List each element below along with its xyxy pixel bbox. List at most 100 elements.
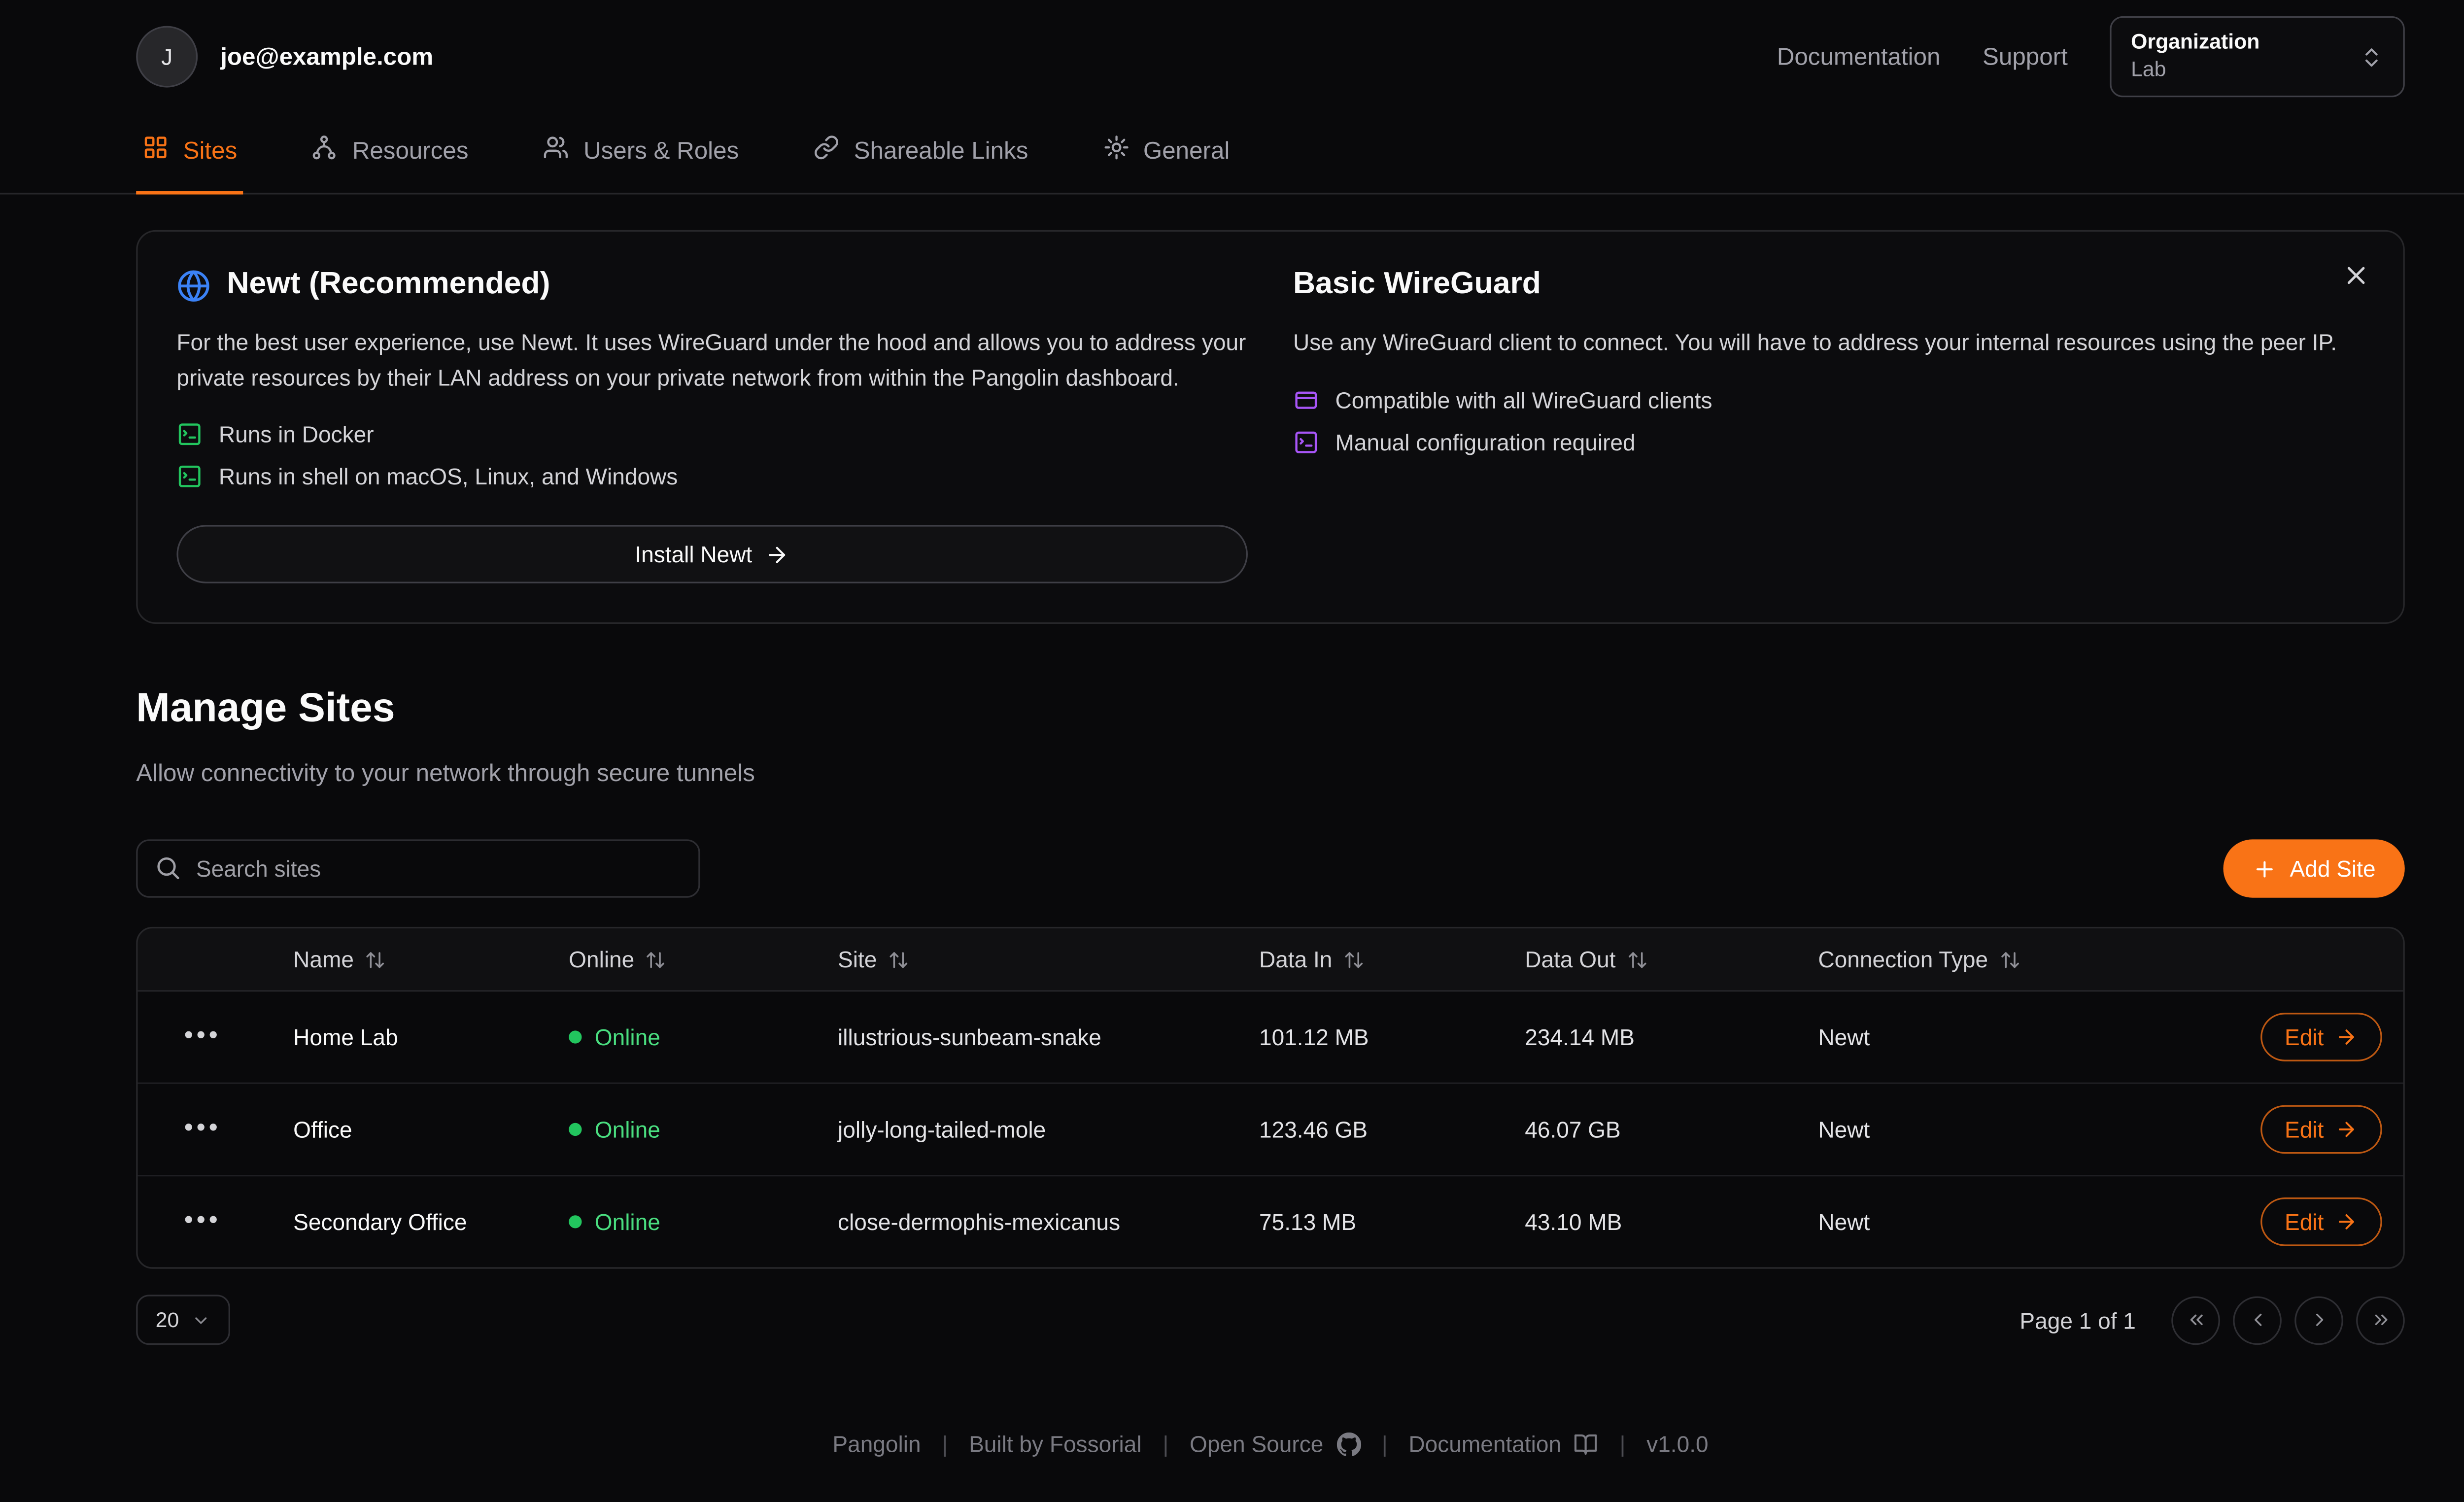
search-box	[136, 839, 700, 898]
org-selector-value: Lab	[2131, 57, 2166, 81]
resources-icon	[312, 135, 338, 167]
table-header-row: Name Online Site Data In Data Out	[137, 929, 2403, 992]
tab-resources[interactable]: Resources	[305, 113, 475, 194]
wireguard-panel: Basic WireGuard Use any WireGuard client…	[1293, 268, 2364, 584]
tab-shareable-links-label: Shareable Links	[854, 137, 1028, 165]
column-header-data-out[interactable]: Data Out	[1499, 947, 1792, 972]
arrow-right-icon	[765, 543, 789, 567]
terminal-icon	[1293, 429, 1319, 455]
tab-users-roles-label: Users & Roles	[583, 137, 739, 165]
site-status: Online	[543, 1117, 812, 1143]
last-page-button[interactable]	[2356, 1296, 2405, 1345]
terminal-icon	[176, 464, 203, 490]
footer-separator: |	[1619, 1431, 1626, 1457]
row-menu-icon[interactable]: •••	[171, 1016, 234, 1058]
globe-icon	[176, 268, 210, 302]
footer-documentation-label: Documentation	[1408, 1431, 1562, 1457]
row-menu-icon[interactable]: •••	[171, 1109, 234, 1151]
chevron-down-icon	[192, 1310, 211, 1330]
online-status-label: Online	[594, 1024, 660, 1051]
site-data-in: 123.46 GB	[1259, 1117, 1368, 1143]
main-content: Newt (Recommended) For the best user exp…	[0, 195, 2464, 1345]
close-icon[interactable]	[2335, 254, 2377, 296]
site-name: Secondary Office	[293, 1209, 467, 1235]
site-slug: close-dermophis-mexicanus	[838, 1209, 1121, 1235]
footer-separator: |	[942, 1431, 948, 1457]
wireguard-feature-label: Compatible with all WireGuard clients	[1335, 386, 1712, 413]
previous-page-button[interactable]	[2233, 1296, 2282, 1345]
sites-toolbar: Add Site	[136, 839, 2405, 898]
avatar[interactable]: J	[136, 26, 198, 88]
first-page-button[interactable]	[2171, 1296, 2220, 1345]
link-icon	[813, 135, 839, 167]
user-email: joe@example.com	[220, 43, 434, 71]
wireguard-feature-label: Manual configuration required	[1335, 429, 1636, 455]
search-input[interactable]	[136, 839, 700, 898]
book-icon	[1574, 1432, 1598, 1456]
site-connection-type: Newt	[1818, 1117, 1870, 1143]
wireguard-feature: Manual configuration required	[1293, 429, 2364, 455]
site-status: Online	[543, 1024, 812, 1051]
wireguard-title: Basic WireGuard	[1293, 267, 1541, 302]
wireguard-description: Use any WireGuard client to connect. You…	[1293, 329, 2337, 355]
primary-nav: Sites Resources Users & Roles Shareable …	[0, 113, 2464, 195]
site-data-out: 43.10 MB	[1525, 1209, 1622, 1235]
row-menu-icon[interactable]: •••	[171, 1201, 234, 1243]
column-header-online[interactable]: Online	[543, 946, 812, 973]
page-subtitle: Allow connectivity to your network throu…	[136, 760, 755, 788]
sites-table: Name Online Site Data In Data Out	[136, 927, 2405, 1269]
table-row: ••• Office Online jolly-long-tailed-mole…	[137, 1084, 2403, 1177]
org-selector-title: Organization	[2131, 29, 2260, 54]
online-status-label: Online	[594, 1209, 660, 1235]
github-icon	[1336, 1432, 1361, 1456]
sort-icon	[1627, 949, 1648, 970]
site-slug: illustrious-sunbeam-snake	[838, 1024, 1101, 1051]
edit-site-button[interactable]: Edit	[2260, 1197, 2382, 1247]
site-data-in: 75.13 MB	[1259, 1209, 1357, 1235]
online-status-dot	[569, 1215, 582, 1229]
footer-brand: Pangolin	[832, 1431, 921, 1457]
arrow-right-icon	[2335, 1118, 2358, 1141]
site-data-out: 234.14 MB	[1525, 1024, 1635, 1051]
tab-general[interactable]: General	[1096, 113, 1236, 194]
tab-resources-label: Resources	[352, 137, 469, 165]
org-selector[interactable]: Organization Lab	[2110, 16, 2405, 97]
newt-feature-label: Runs in shell on macOS, Linux, and Windo…	[218, 464, 678, 490]
onboarding-card: Newt (Recommended) For the best user exp…	[136, 230, 2405, 625]
footer-documentation-link[interactable]: Documentation	[1408, 1431, 1598, 1457]
column-header-connection-type[interactable]: Connection Type	[1792, 947, 2235, 972]
page-footer: Pangolin | Built by Fossorial | Open Sou…	[0, 1389, 2464, 1502]
column-header-name[interactable]: Name	[268, 947, 543, 972]
footer-version: v1.0.0	[1646, 1431, 1709, 1457]
edit-label: Edit	[2285, 1117, 2324, 1143]
footer-open-source-label: Open Source	[1190, 1431, 1324, 1457]
tab-sites[interactable]: Sites	[136, 113, 244, 195]
tab-shareable-links[interactable]: Shareable Links	[807, 113, 1034, 194]
support-link[interactable]: Support	[1983, 43, 2068, 71]
column-header-site[interactable]: Site	[812, 947, 1233, 972]
column-header-label: Online	[569, 946, 635, 973]
gear-icon	[1103, 135, 1129, 167]
tab-users-roles[interactable]: Users & Roles	[537, 113, 746, 194]
column-header-label: Data In	[1259, 946, 1333, 973]
page-size-select[interactable]: 20	[136, 1295, 231, 1345]
column-header-data-in[interactable]: Data In	[1233, 946, 1499, 973]
wireguard-feature: Compatible with all WireGuard clients	[1293, 386, 2364, 413]
next-page-button[interactable]	[2294, 1296, 2343, 1345]
online-status-label: Online	[594, 1117, 660, 1143]
online-status-dot	[569, 1030, 582, 1044]
terminal-icon	[176, 422, 203, 448]
add-site-button[interactable]: Add Site	[2223, 839, 2405, 898]
edit-site-button[interactable]: Edit	[2260, 1105, 2382, 1154]
site-name: Home Lab	[293, 1024, 398, 1051]
newt-panel: Newt (Recommended) For the best user exp…	[176, 268, 1248, 584]
pagination: 20 Page 1 of 1	[136, 1295, 2405, 1345]
footer-open-source-link[interactable]: Open Source	[1190, 1431, 1361, 1457]
install-newt-button[interactable]: Install Newt	[176, 525, 1248, 584]
documentation-link[interactable]: Documentation	[1777, 43, 1941, 71]
arrow-right-icon	[2335, 1026, 2358, 1049]
edit-site-button[interactable]: Edit	[2260, 1013, 2382, 1062]
newt-title: Newt (Recommended)	[227, 267, 550, 302]
newt-feature-label: Runs in Docker	[218, 422, 374, 448]
table-row: ••• Secondary Office Online close-dermop…	[138, 1177, 2403, 1267]
